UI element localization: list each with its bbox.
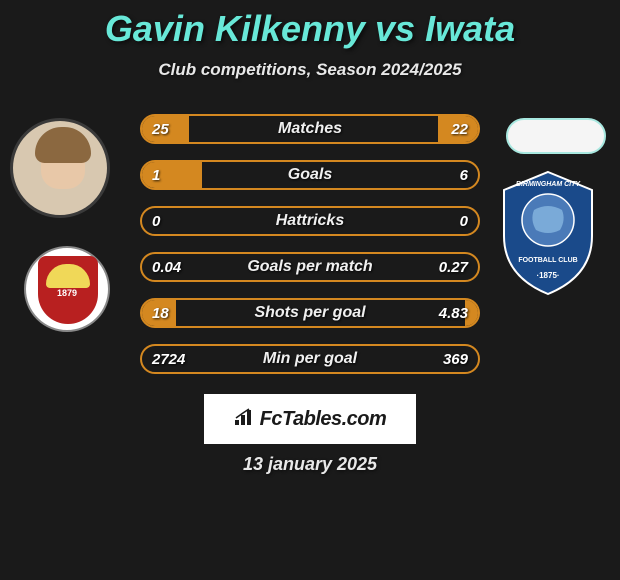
stat-label: Goals per match [142, 254, 478, 280]
stat-label: Goals [142, 162, 478, 188]
player2-photo [506, 118, 606, 154]
stat-row: 16Goals [140, 160, 480, 190]
player2-club-logo: BIRMINGHAM CITY FOOTBALL CLUB ·1875· [496, 168, 600, 298]
player1-club-logo [24, 246, 110, 332]
player1-photo [10, 118, 110, 218]
stat-label: Shots per goal [142, 300, 478, 326]
page-title: Gavin Kilkenny vs Iwata [0, 0, 620, 50]
svg-text:BIRMINGHAM CITY: BIRMINGHAM CITY [516, 181, 581, 188]
stat-label: Min per goal [142, 346, 478, 372]
brand-badge: FcTables.com [204, 394, 416, 444]
vs-text: vs [375, 8, 415, 49]
stat-row: 2522Matches [140, 114, 480, 144]
subtitle: Club competitions, Season 2024/2025 [0, 60, 620, 80]
brand-text: FcTables.com [260, 408, 387, 431]
svg-text:·1875·: ·1875· [536, 271, 559, 280]
stat-row: 2724369Min per goal [140, 344, 480, 374]
stat-row: 0.040.27Goals per match [140, 252, 480, 282]
stat-label: Matches [142, 116, 478, 142]
date-text: 13 january 2025 [0, 454, 620, 475]
stats-list: 2522Matches 16Goals 00Hattricks 0.040.27Goa… [140, 114, 480, 390]
svg-text:FOOTBALL CLUB: FOOTBALL CLUB [518, 257, 577, 264]
player1-name: Gavin Kilkenny [105, 8, 365, 49]
stat-row: 00Hattricks [140, 206, 480, 236]
brand-icon [234, 408, 256, 431]
stat-row: 184.83Shots per goal [140, 298, 480, 328]
stat-label: Hattricks [142, 208, 478, 234]
player2-name: Iwata [425, 8, 515, 49]
